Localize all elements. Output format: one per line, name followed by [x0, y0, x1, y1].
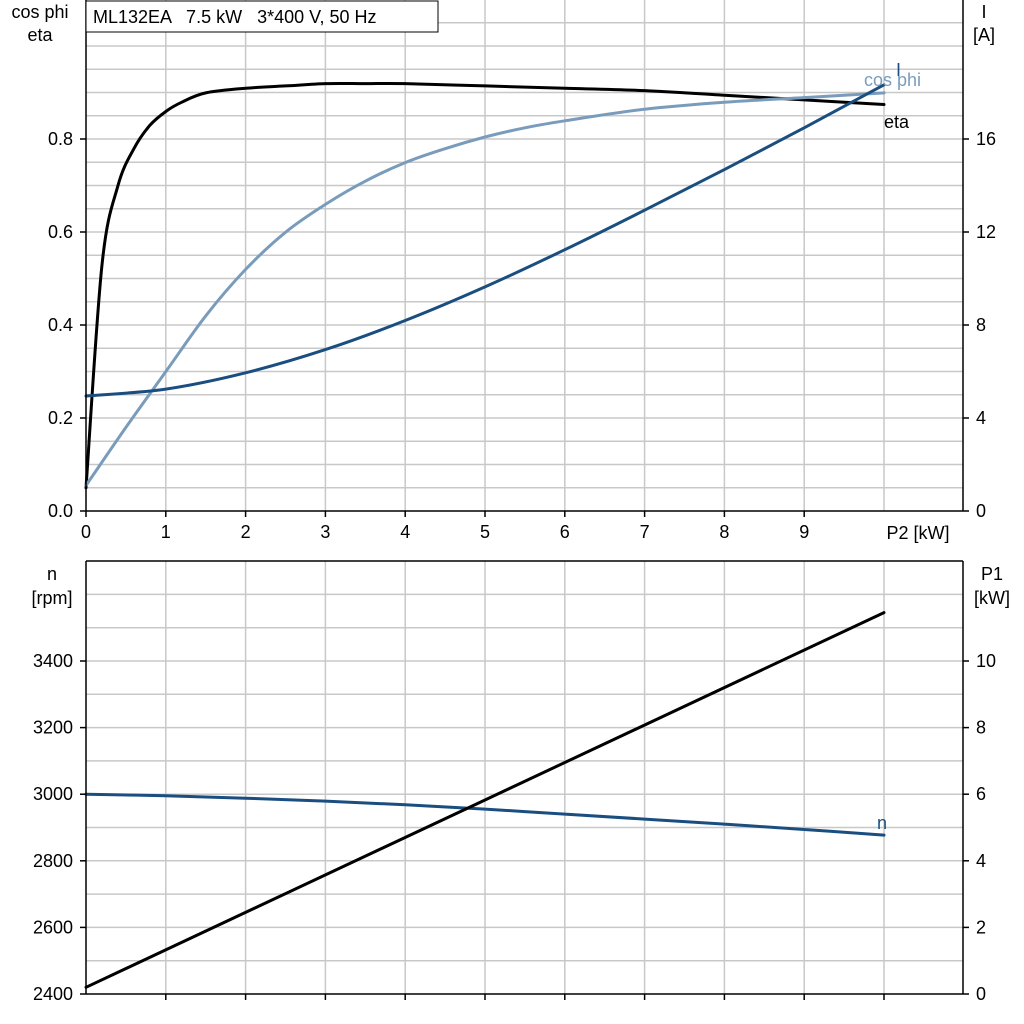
series-i-line — [84, 83, 886, 398]
bottom-axes — [80, 560, 969, 1000]
right-ytick-label: 10 — [976, 651, 996, 671]
top-right-ylabel-line2: [A] — [973, 25, 995, 45]
left-ytick-label: 2400 — [33, 984, 73, 1004]
left-ytick-label: 3400 — [33, 651, 73, 671]
bottom-left-ylabel-line1: n — [47, 564, 57, 584]
top-xlabel: P2 [kW] — [886, 523, 949, 543]
left-ytick-label: 3200 — [33, 718, 73, 738]
xtick-label: 2 — [241, 522, 251, 542]
top-grid — [86, 0, 963, 511]
right-ytick-label: 16 — [976, 129, 996, 149]
left-ytick-label: 0.2 — [48, 408, 73, 428]
bottom-curves — [84, 611, 886, 989]
right-ytick-label: 6 — [976, 784, 986, 804]
right-ytick-label: 0 — [976, 501, 986, 521]
xtick-label: 3 — [320, 522, 330, 542]
bottom-tick-labels: 2400 2600 2800 3000 3200 3400 0 2 4 6 8 10 — [33, 651, 996, 1004]
bottom-right-ylabel-line2: [kW] — [974, 588, 1010, 608]
top-axes — [80, 0, 969, 517]
xtick-label: 1 — [161, 522, 171, 542]
left-ytick-label: 0.8 — [48, 129, 73, 149]
xtick-label: 4 — [400, 522, 410, 542]
label-eta: eta — [884, 112, 910, 132]
xtick-label: 6 — [560, 522, 570, 542]
left-ytick-label: 0.4 — [48, 315, 73, 335]
series-p1-line — [84, 611, 886, 989]
series-cos-phi-line — [84, 91, 886, 487]
left-ytick-label: 0.6 — [48, 222, 73, 242]
top-left-ylabel-line2: eta — [27, 25, 53, 45]
right-ytick-label: 0 — [976, 984, 986, 1004]
xtick-label: 0 — [81, 522, 91, 542]
right-ytick-label: 8 — [976, 315, 986, 335]
left-ytick-label: 2600 — [33, 917, 73, 937]
label-n: n — [877, 813, 887, 833]
xtick-label: 8 — [719, 522, 729, 542]
left-ytick-label: 2800 — [33, 851, 73, 871]
xtick-label: 7 — [640, 522, 650, 542]
top-curves — [84, 81, 886, 490]
left-ytick-label: 0.0 — [48, 501, 73, 521]
right-ytick-label: 2 — [976, 917, 986, 937]
chart-title: ML132EA 7.5 kW 3*400 V, 50 Hz — [93, 7, 377, 27]
label-cos-phi: cos phi — [864, 70, 921, 90]
label-i: I — [896, 60, 901, 80]
bottom-right-ylabel-line1: P1 — [981, 564, 1003, 584]
right-ytick-label: 4 — [976, 851, 986, 871]
left-ytick-label: 3000 — [33, 784, 73, 804]
bottom-grid — [86, 561, 963, 994]
top-left-ylabel-line1: cos phi — [11, 2, 68, 22]
right-ytick-label: 12 — [976, 222, 996, 242]
right-ytick-label: 8 — [976, 718, 986, 738]
title-box — [85, 0, 439, 33]
series-eta-line — [84, 81, 886, 490]
bottom-left-ylabel-line2: [rpm] — [31, 588, 72, 608]
right-ytick-label: 4 — [976, 408, 986, 428]
xtick-label: 5 — [480, 522, 490, 542]
top-right-ylabel-line1: I — [981, 2, 986, 22]
xtick-label: 9 — [799, 522, 809, 542]
series-n-line — [84, 792, 886, 837]
